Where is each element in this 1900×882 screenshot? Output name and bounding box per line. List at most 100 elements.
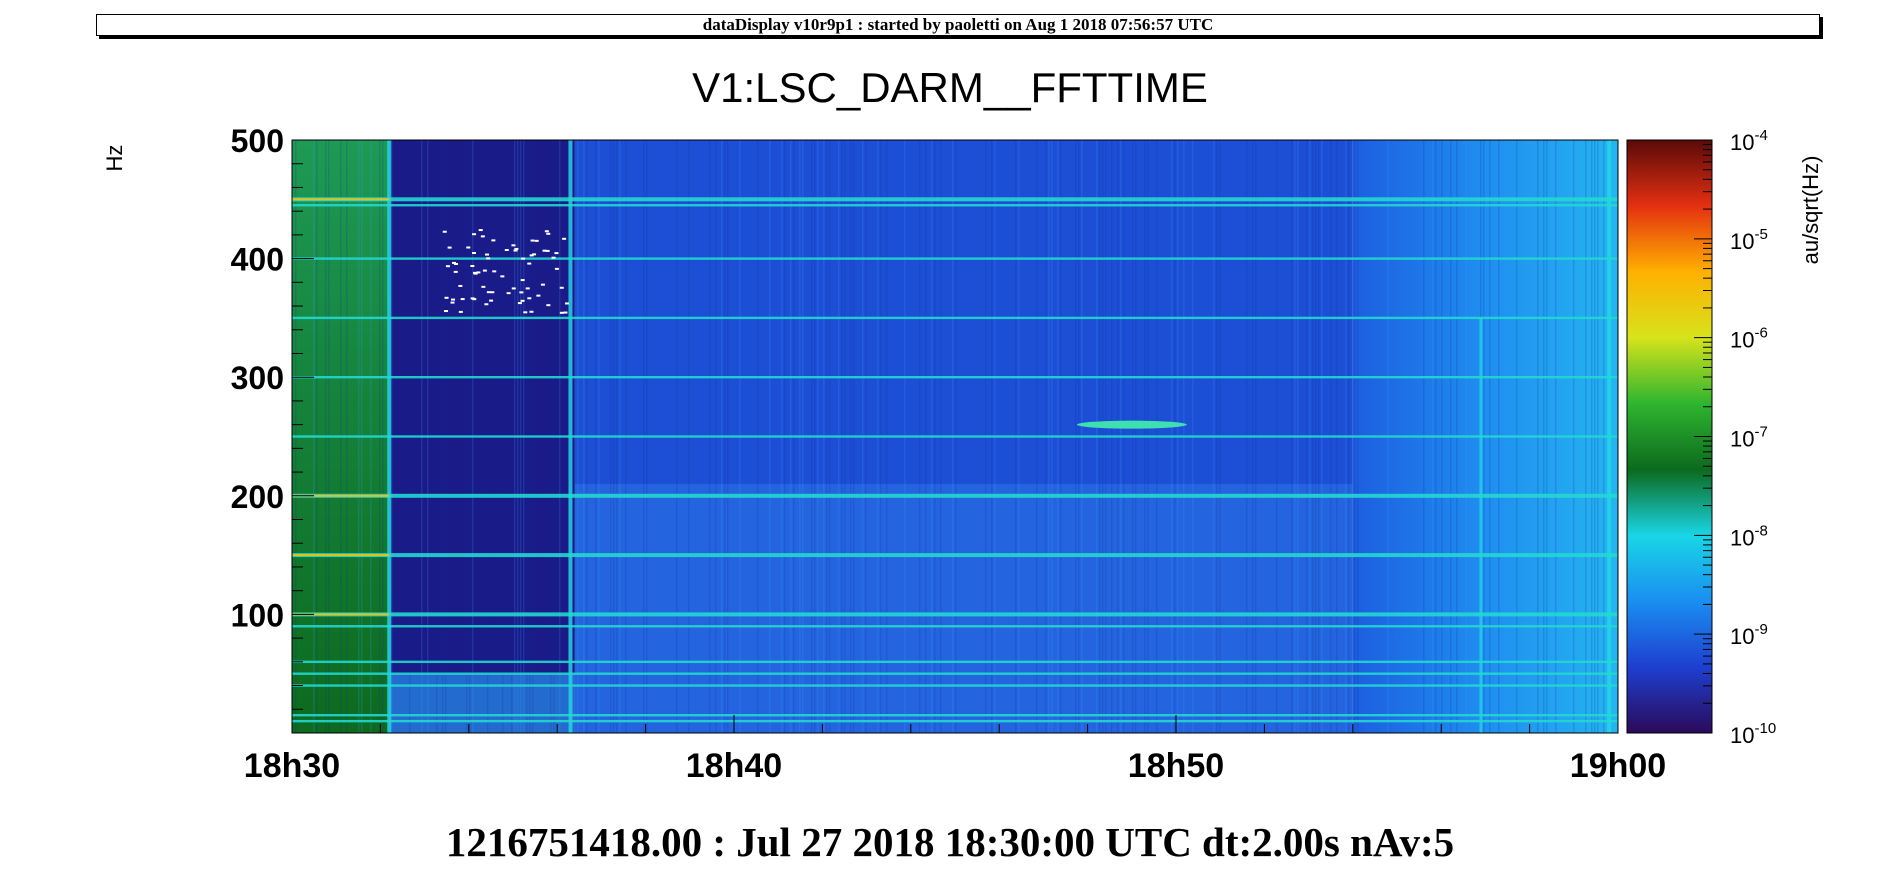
- spectral-line: [292, 660, 1618, 664]
- spectral-line: [292, 376, 1618, 379]
- glitch-point: [490, 291, 495, 294]
- colorbar-tick-label: 10-4: [1730, 127, 1768, 155]
- glitch-point: [472, 298, 477, 301]
- glitch-point: [520, 279, 525, 282]
- glitch-point: [442, 230, 447, 233]
- y-tick-label: 100: [231, 597, 284, 633]
- glitch-point: [545, 249, 550, 252]
- glitch-point: [559, 286, 564, 289]
- x-tick-label: 18h50: [1128, 747, 1224, 785]
- chart-title: V1:LSC_DARM__FFTTIME: [692, 64, 1208, 111]
- x-tick-label: 19h00: [1570, 747, 1666, 785]
- spectral-line-peak: [292, 494, 390, 497]
- glitch-point: [504, 248, 509, 251]
- glitch-point: [554, 252, 559, 255]
- glitch-point: [478, 229, 483, 232]
- glitch-point: [529, 310, 534, 313]
- spectral-line-peak: [292, 554, 390, 557]
- glitch-point: [451, 298, 456, 301]
- glitch-point: [511, 244, 516, 247]
- glitch-point: [513, 249, 518, 252]
- glitch-point: [485, 253, 490, 256]
- glitch-point: [466, 246, 471, 249]
- spectral-line: [292, 316, 1618, 320]
- glitch-point: [559, 311, 564, 314]
- glitch-point: [444, 310, 449, 313]
- glitch-point: [517, 302, 522, 305]
- glitch-point: [529, 254, 534, 257]
- glitch-point: [445, 265, 450, 268]
- glitch-point: [471, 251, 476, 254]
- glitch-point: [454, 263, 459, 266]
- y-tick-label: 200: [231, 479, 284, 515]
- glitch-point: [484, 303, 489, 306]
- low-frequency-band-early: [389, 673, 575, 733]
- spectrogram-chart: 100 200 300 400 500 Hz 18h30 18h40 18h50 19h00 10…: [102, 123, 1823, 785]
- transient-blob: [1076, 420, 1187, 429]
- y-tick-label: 400: [231, 242, 284, 278]
- glitch-point: [546, 304, 551, 307]
- spectral-line: [292, 719, 1618, 723]
- info-banner: dataDisplay v10r9p1 : started by paolett…: [96, 14, 1820, 36]
- spectral-line: [292, 553, 1618, 558]
- glitch-point: [506, 292, 511, 295]
- glitch-point: [470, 265, 475, 268]
- y-tick-label: 300: [231, 360, 284, 396]
- glitch-point: [514, 247, 519, 250]
- glitch-point: [530, 239, 535, 242]
- spectral-line: [292, 714, 1618, 717]
- glitch-point: [562, 237, 567, 240]
- glitch-point: [532, 253, 537, 256]
- colorbar-tick-label: 10-6: [1730, 325, 1768, 353]
- glitch-point: [444, 296, 449, 299]
- spectral-line: [292, 197, 1618, 202]
- glitch-point: [451, 261, 456, 264]
- spectral-line: [292, 612, 1618, 617]
- glitch-point: [476, 271, 481, 274]
- y-axis-label: Hz: [102, 145, 127, 172]
- glitch-point: [450, 301, 455, 304]
- colorbar-label: au/sqrt(Hz): [1798, 156, 1823, 265]
- glitch-point: [500, 275, 505, 278]
- glitch-point: [482, 269, 487, 272]
- spectral-line: [292, 684, 1618, 687]
- glitch-point: [472, 233, 477, 236]
- x-tick-label: 18h30: [244, 747, 340, 785]
- glitch-point: [481, 285, 486, 288]
- glitch-point: [480, 235, 485, 238]
- glitch-point: [521, 257, 526, 260]
- spectral-line-peak: [292, 198, 390, 201]
- colorbar-tick-label: 10-7: [1730, 424, 1768, 452]
- glitch-point: [536, 294, 541, 297]
- glitch-point: [523, 311, 528, 314]
- spectral-line: [292, 435, 1618, 438]
- glitch-point: [525, 287, 530, 290]
- glitch-point: [520, 299, 525, 302]
- spectral-line: [292, 493, 1618, 498]
- glitch-point: [534, 239, 539, 242]
- glitch-point: [458, 284, 463, 287]
- glitch-point: [458, 310, 463, 313]
- glitch-point: [492, 270, 497, 273]
- glitch-point: [489, 299, 494, 302]
- spectral-line: [292, 672, 1618, 675]
- footer-info: 1216751418.00 : Jul 27 2018 18:30:00 UTC…: [445, 819, 1455, 865]
- vertical-transient: [1479, 317, 1483, 733]
- glitch-point: [447, 246, 452, 249]
- glitch-point: [527, 262, 532, 265]
- glitch-point: [563, 311, 568, 314]
- colorbar-tick-label: 10-10: [1730, 720, 1776, 748]
- glitch-point: [564, 302, 569, 305]
- spectral-line: [292, 204, 1618, 207]
- spectral-line-peak: [292, 613, 390, 616]
- glitch-point: [453, 270, 458, 273]
- spectral-line: [292, 625, 1618, 628]
- low-frequency-band: [574, 483, 1353, 733]
- glitch-point: [491, 239, 496, 242]
- glitch-point: [472, 271, 477, 274]
- plot-frame: [291, 139, 1619, 734]
- glitch-point: [519, 291, 524, 294]
- glitch-point: [544, 230, 549, 233]
- glitch-point: [486, 257, 491, 260]
- colorbar: 10-10 10-9 10-8 10-7 10-6 10-5 10-4 au/sqrt(Hz): [1626, 127, 1823, 748]
